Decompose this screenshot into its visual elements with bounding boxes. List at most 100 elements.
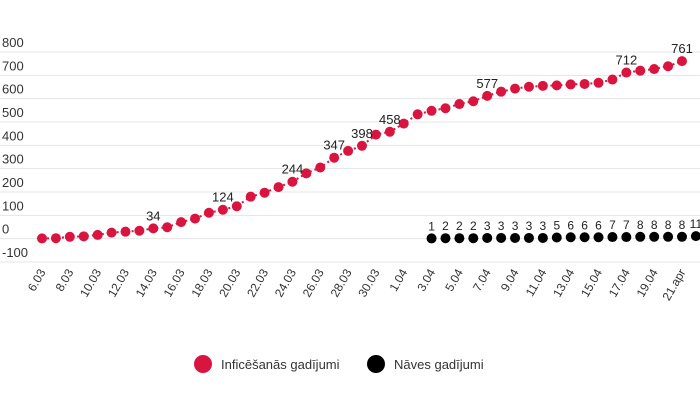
y-tick-label: 700 — [2, 58, 24, 73]
death-point — [454, 233, 465, 244]
death-data-label: 11 — [690, 217, 700, 231]
x-tick-label: 9.04 — [498, 266, 522, 294]
infected-point — [273, 182, 284, 193]
y-axis-tick-labels: -100 0 100 200 300 400 500 600 700 800 — [2, 35, 28, 260]
y-tick-label: 600 — [2, 82, 24, 97]
y-tick-label: 200 — [2, 175, 24, 190]
infected-point — [565, 79, 576, 90]
death-data-label: 6 — [567, 218, 574, 232]
infected-point — [203, 207, 214, 218]
infected-point — [245, 191, 256, 202]
death-data-labels: 1 2 2 2 3 3 3 3 3 5 6 6 6 7 7 8 8 8 8 11 — [428, 217, 700, 233]
infected-point — [231, 201, 242, 212]
infected-data-label: 398 — [351, 126, 373, 141]
x-tick-label: 18.03 — [188, 266, 215, 299]
infected-point — [523, 81, 534, 92]
death-data-label: 3 — [484, 219, 491, 233]
x-tick-label: 15.04 — [578, 266, 605, 299]
infected-point — [621, 67, 632, 78]
infected-point — [593, 77, 604, 88]
infected-point — [398, 118, 409, 129]
infected-point — [468, 96, 479, 107]
infected-point — [482, 90, 493, 101]
infected-point — [50, 233, 61, 244]
x-tick-label: 28.03 — [328, 266, 355, 299]
death-data-label: 3 — [526, 219, 533, 233]
death-data-label: 2 — [456, 219, 463, 233]
infected-point — [537, 80, 548, 91]
infected-point — [607, 74, 618, 85]
y-tick-label: 800 — [2, 35, 24, 50]
death-point — [663, 231, 674, 242]
x-tick-label: 7.04 — [470, 266, 494, 294]
x-tick-label: 11.04 — [523, 266, 550, 299]
infected-point — [329, 152, 340, 163]
death-data-label: 5 — [553, 219, 560, 233]
infected-point — [64, 231, 75, 242]
x-tick-label: 17.04 — [606, 266, 633, 299]
infected-point — [78, 231, 89, 242]
death-point — [440, 233, 451, 244]
infected-data-labels: 34 124 244 347 398 458 577 712 761 — [146, 41, 693, 223]
legend-label-infected: Inficēšanās gadījumi — [221, 357, 340, 372]
infected-point — [496, 86, 507, 97]
death-data-label: 7 — [623, 218, 630, 232]
infected-point — [106, 227, 117, 238]
death-data-label: 8 — [679, 218, 686, 232]
x-tick-label: 13.04 — [550, 266, 577, 299]
death-point — [565, 232, 576, 243]
series-death-cases — [426, 231, 700, 244]
death-data-label: 8 — [637, 218, 644, 232]
infected-point — [357, 140, 367, 151]
infected-point — [426, 105, 437, 116]
infected-data-label: 458 — [379, 112, 401, 127]
death-data-label: 8 — [651, 218, 658, 232]
death-point — [579, 232, 590, 243]
infected-point — [440, 103, 451, 114]
infected-point — [649, 64, 660, 75]
infected-point — [287, 176, 298, 187]
infected-point — [315, 162, 326, 173]
legend-marker-infected — [194, 355, 212, 373]
infected-data-label: 124 — [212, 190, 234, 205]
death-data-label: 3 — [498, 219, 505, 233]
infected-point — [162, 222, 173, 233]
infected-data-label: 347 — [323, 138, 345, 153]
death-point — [677, 231, 687, 242]
y-tick-label: 400 — [2, 128, 24, 143]
infected-point — [510, 83, 521, 94]
y-tick-label: 500 — [2, 105, 24, 120]
death-data-label: 8 — [665, 218, 672, 232]
x-tick-label: 24.03 — [272, 266, 299, 299]
death-data-label: 6 — [595, 218, 602, 232]
x-tick-label: 14.03 — [133, 266, 160, 299]
infected-point — [343, 145, 354, 156]
infected-point — [677, 56, 687, 67]
x-tick-label: 19.04 — [634, 266, 661, 299]
infected-point — [551, 80, 562, 91]
infected-data-label: 244 — [282, 162, 304, 177]
x-tick-label: 3.04 — [414, 266, 438, 294]
death-point — [621, 232, 632, 243]
infected-point — [217, 204, 228, 215]
legend-label-deaths: Nāves gadījumi — [394, 357, 484, 372]
death-point — [607, 232, 618, 243]
infected-point — [454, 99, 465, 110]
y-tick-label: 300 — [2, 152, 24, 167]
death-data-label: 3 — [512, 219, 519, 233]
infected-point — [384, 126, 395, 137]
death-point — [635, 231, 646, 242]
death-point — [537, 232, 548, 243]
y-tick-label: 0 — [2, 222, 9, 237]
x-tick-label: 10.03 — [77, 266, 104, 299]
infected-data-label: 712 — [615, 53, 637, 68]
infected-data-label: 761 — [671, 41, 693, 56]
x-axis-tick-labels: 6.03 8.03 10.03 12.03 14.03 16.03 18.03 20.03 22… — [25, 266, 689, 303]
infected-point — [663, 61, 674, 72]
death-point — [426, 233, 437, 244]
legend-marker-deaths — [367, 355, 385, 373]
death-point — [690, 231, 700, 242]
infected-point — [190, 213, 201, 224]
death-point — [510, 232, 521, 243]
